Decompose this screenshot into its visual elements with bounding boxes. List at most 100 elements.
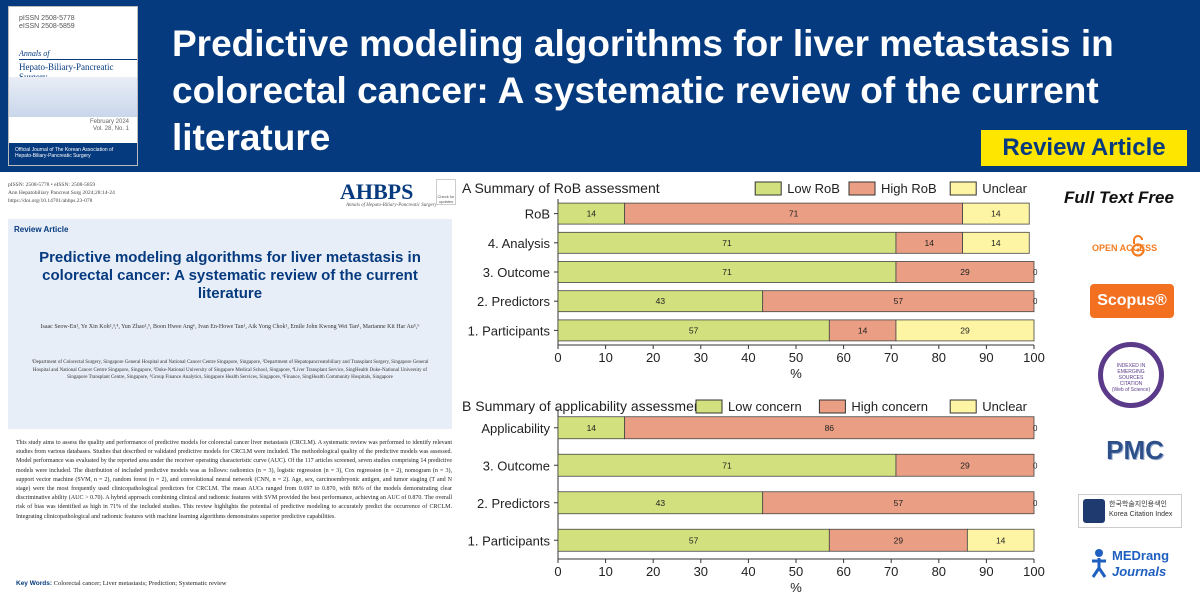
data-label: 57 [689,535,699,545]
data-label: 57 [894,498,904,508]
data-label: 29 [960,460,970,470]
data-label: 71 [789,209,799,219]
bar-segment [762,290,1035,313]
legend-label: Low concern [728,399,802,414]
article-affiliations: ¹Department of Colorectal Surgery, Singa… [31,360,429,380]
data-label: 0 [1033,424,1038,433]
x-axis-label: % [790,580,802,595]
legend-swatch [949,399,977,414]
y-tick-label: 1. Participants [468,323,551,338]
medrang-journals-logo[interactable]: MEDrang Journals [1088,544,1188,588]
bar-segment [962,202,1030,225]
x-tick-label: 20 [646,350,660,365]
x-tick-label: 0 [554,350,561,365]
x-tick-label: 80 [932,350,946,365]
check-for-updates-icon[interactable]: Check for updates [436,179,456,205]
risk-of-bias-charts: A Summary of RoB assessment Low RoB High R… [462,180,1045,595]
data-label: 0 [1033,499,1038,508]
bar-segment [962,231,1030,254]
page-title: Predictive modeling algorithms for liver… [172,23,1114,158]
esci-seal-icon[interactable]: INDEXED IN EMERGING SOURCES CITATION (We… [1098,342,1164,408]
journals-text: Journals [1112,564,1167,579]
x-tick-label: 10 [598,564,612,579]
medrang-person-icon [1091,549,1107,578]
cover-image [9,77,137,117]
cover-issn: pISSN 2508-5778 eISSN 2508-5859 [19,15,75,30]
x-tick-label: 20 [646,564,660,579]
journal-cover[interactable]: pISSN 2508-5778 eISSN 2508-5859 Annals o… [8,6,138,166]
legend-swatch [754,181,782,196]
data-label: 14 [587,209,597,219]
bar-segment [895,319,1035,342]
kci-mark-icon [1083,499,1105,523]
x-tick-label: 70 [884,564,898,579]
x-tick-label: 100 [1023,564,1045,579]
cover-annals: Annals of [19,49,50,58]
header-banner: pISSN 2508-5778 eISSN 2508-5859 Annals o… [0,0,1200,172]
data-label: 14 [991,209,1001,219]
x-tick-label: 10 [598,350,612,365]
x-tick-label: 90 [979,564,993,579]
bar-segment [895,453,1035,477]
data-label: 29 [960,325,970,335]
x-tick-label: 70 [884,350,898,365]
article-first-page[interactable]: pISSN: 2508-5778 • eISSN: 2508-5859 Ann … [0,173,460,600]
open-lock-icon [1131,235,1145,257]
data-label: 29 [960,267,970,277]
y-tick-label: Applicability [481,421,550,436]
medrang-text: MEDrang [1112,548,1170,563]
x-tick-label: 80 [932,564,946,579]
ahbps-logo-subtitle: Annals of Hepato-Biliary-Pancreatic Surg… [346,203,437,208]
data-label: 0 [1033,297,1038,306]
pmc-logo[interactable]: PMC [1106,435,1164,465]
data-label: 86 [825,423,835,433]
data-label: 43 [656,296,666,306]
data-label: 14 [925,238,935,248]
data-label: 0 [1033,461,1038,470]
data-label: 14 [991,238,1001,248]
review-article-badge: Review Article [979,128,1189,168]
data-label: 14 [996,535,1006,545]
x-tick-label: 60 [836,564,850,579]
x-tick-label: 90 [979,350,993,365]
y-tick-label: RoB [525,207,550,222]
x-tick-label: 30 [694,350,708,365]
x-tick-label: 50 [789,350,803,365]
y-tick-label: 1. Participants [468,533,551,548]
bar-segment [966,528,1035,552]
scopus-logo[interactable]: Scopus® [1090,284,1174,318]
data-label: 71 [722,238,732,248]
cover-footer: Official Journal of The Korean Associati… [9,143,137,165]
data-label: 0 [1033,268,1038,277]
chart-title: B Summary of applicability assessment [462,398,706,414]
bar-segment [762,491,1035,515]
data-label: 29 [894,535,904,545]
y-tick-label: 4. Analysis [488,236,551,251]
data-label: 71 [722,460,732,470]
data-label: 71 [722,267,732,277]
open-access-logo[interactable]: OPEN ACCESS [1092,234,1172,262]
chart-title: A Summary of RoB assessment [462,180,660,196]
x-tick-label: 30 [694,564,708,579]
keywords-label: Key Words: [16,580,52,587]
article-type: Review Article [14,225,69,234]
legend-label: Unclear [982,399,1027,414]
y-tick-label: 3. Outcome [483,265,550,280]
legend-label: High RoB [881,181,937,196]
x-axis-label: % [790,366,802,381]
data-label: 57 [689,325,699,335]
legend-label: High concern [851,399,928,414]
kci-text: 한국학술지인용색인 Korea Citation Index [1109,501,1173,518]
article-abstract: This study aims to assess the quality an… [16,440,452,520]
x-tick-label: 60 [836,350,850,365]
bar-segment [624,416,1035,440]
article-meta: pISSN: 2508-5778 • eISSN: 2508-5859 Ann … [8,182,115,204]
x-tick-label: 50 [789,564,803,579]
legend-label: Low RoB [787,181,840,196]
data-label: 43 [656,498,666,508]
data-label: 14 [858,325,868,335]
cover-date: February 2024 Vol. 28, No. 1 [89,119,129,132]
y-tick-label: 3. Outcome [483,458,550,473]
kci-logo[interactable]: 한국학술지인용색인 Korea Citation Index [1078,494,1182,528]
data-label: 57 [894,296,904,306]
